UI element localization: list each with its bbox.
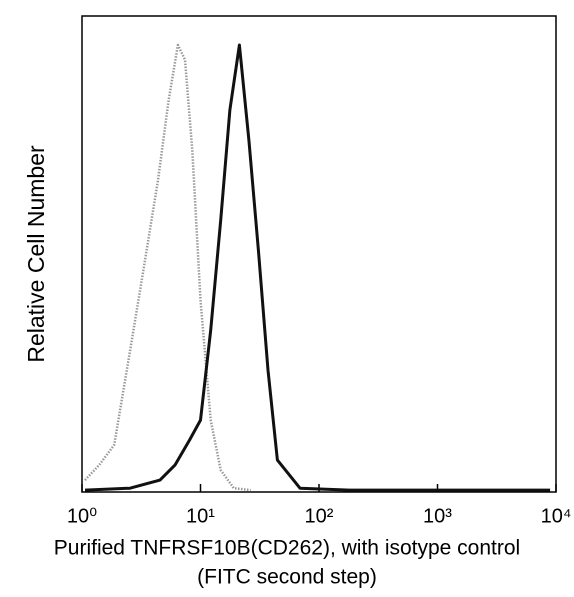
histogram-line: [84, 43, 551, 492]
histogram-line: [84, 43, 251, 492]
x-tick-label: 10⁴: [541, 505, 572, 527]
x-tick-label: 10²: [305, 505, 334, 527]
x-axis-label: (FITC second step): [197, 566, 377, 589]
x-axis-label: Purified TNFRSF10B(CD262), with isotype …: [54, 537, 520, 560]
x-tick-label: 10¹: [186, 505, 215, 527]
x-tick-label: 10⁰: [67, 505, 97, 527]
x-tick-label: 10³: [423, 505, 452, 527]
plot-frame: [81, 15, 557, 493]
y-axis-label: Relative Cell Number: [23, 145, 49, 363]
